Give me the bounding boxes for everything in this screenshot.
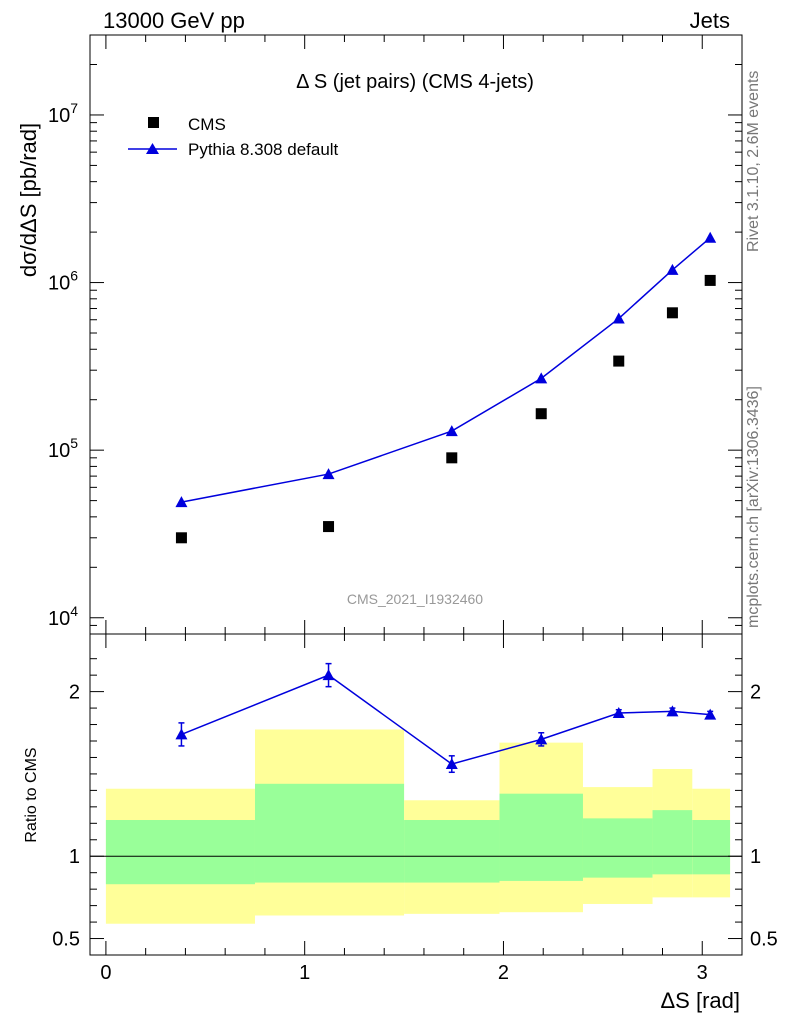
pythia-data-point [612, 312, 625, 324]
cms-data-point [535, 408, 547, 420]
bottom-y-tick-label-right: 0.5 [750, 929, 778, 951]
legend-cms-label: CMS [188, 115, 226, 134]
chart-watermark: CMS_2021_I1932460 [347, 591, 483, 607]
pythia-data-point [445, 425, 458, 437]
bottom-y-tick-label-left: 1 [69, 846, 80, 868]
pythia-data-point [535, 372, 548, 384]
uncertainty-band-inner-1 [254, 783, 405, 883]
uncertainty-band-inner-5 [652, 810, 693, 875]
header-category: Jets [689, 8, 730, 33]
x-axis-label: ΔS [rad] [660, 988, 740, 1013]
legend-pythia-marker [146, 143, 159, 154]
pythia-series-line [181, 237, 711, 503]
cms-data-point [323, 521, 335, 533]
uncertainty-band-inner-6 [692, 820, 731, 875]
top-y-axis-label: dσ/dΔS [pb/rad] [16, 123, 41, 277]
top-y-tick-label: 106 [48, 268, 78, 295]
bottom-y-tick-label-left: 0.5 [52, 929, 80, 951]
ratio-data-point [704, 708, 717, 720]
bottom-y-axis-label: Ratio to CMS [23, 747, 40, 842]
legend-cms-marker [148, 117, 159, 128]
title-main: Δ S (jet pairs) (CMS 4-jets) [296, 71, 534, 93]
ratio-data-point [175, 728, 188, 740]
top-y-tick-label: 104 [48, 603, 78, 630]
bottom-y-tick-label-right: 1 [750, 846, 761, 868]
bottom-plot-frame [89, 633, 743, 956]
uncertainty-band-inner-3 [499, 793, 583, 881]
cms-data-point [666, 307, 678, 319]
bottom-y-tick-label-right: 2 [750, 682, 761, 704]
cms-data-point [704, 274, 716, 286]
pythia-data-point [666, 263, 679, 275]
x-tick-label: 2 [498, 962, 509, 984]
ratio-data-point [445, 758, 458, 770]
cms-data-point [613, 355, 625, 367]
pythia-data-point [704, 231, 717, 243]
ratio-data-point [535, 733, 548, 745]
header-process: 13000 GeV pp [103, 8, 245, 33]
top-y-tick-label: 105 [48, 435, 78, 462]
bottom-y-tick-label-left: 2 [69, 682, 80, 704]
x-tick-label: 0 [100, 962, 111, 984]
ratio-data-point [322, 669, 335, 681]
pythia-data-point [175, 496, 188, 508]
legend-pythia-label: Pythia 8.308 default [188, 140, 339, 159]
pythia-data-point [322, 468, 335, 480]
ratio-data-point [666, 705, 679, 717]
cms-data-point [175, 532, 187, 544]
x-tick-label: 1 [299, 962, 310, 984]
cms-data-point [446, 452, 458, 464]
uncertainty-band-inner-4 [582, 818, 653, 878]
uncertainty-band-inner-2 [404, 820, 500, 883]
x-tick-label: 3 [697, 962, 708, 984]
ratio-data-point [612, 707, 625, 719]
top-chart-title: Δ S (jet pairs) (CMS 4-jets) [296, 71, 534, 93]
uncertainty-band-inner-0 [105, 820, 255, 885]
top-y-tick-label: 107 [48, 100, 78, 127]
legend: CMS Pythia 8.308 default [128, 115, 339, 159]
